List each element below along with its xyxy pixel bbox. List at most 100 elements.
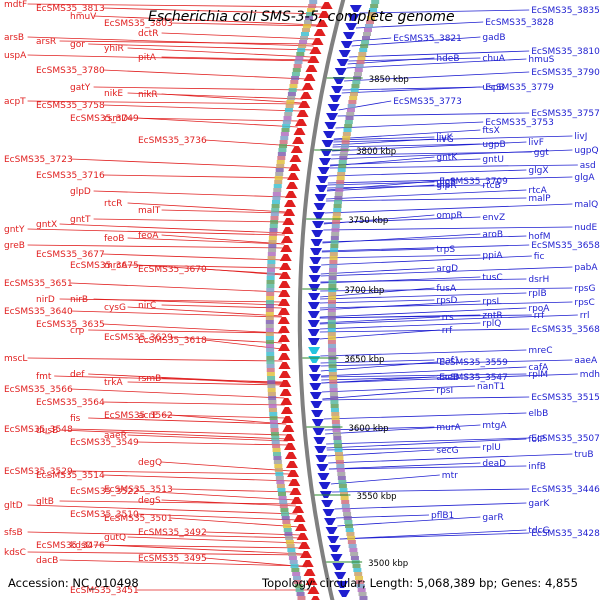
feature-block [271, 436, 280, 440]
gene-connector [70, 310, 282, 318]
gene-connector [59, 40, 315, 45]
left-strand-genes [277, 2, 333, 600]
gene-label: EcSMS35_3670 [138, 265, 207, 275]
gene-label: uspB [482, 83, 504, 93]
gene-arrow [284, 452, 297, 459]
gene-arrow [278, 272, 291, 279]
gene-label: EcSMS35_3629 [104, 333, 173, 343]
feature-block [345, 528, 354, 532]
gene-label: EcSMS35_3635 [36, 320, 105, 330]
kbp-label: 3500 kbp [368, 559, 408, 569]
right-gene-labels: EcSMS35_3835 EcSMS35_3828 gadB EcSMS35_3821… [393, 6, 600, 539]
gene-connector [102, 474, 293, 482]
gene-connector [339, 532, 530, 540]
feature-block [265, 304, 274, 308]
feature-block [268, 404, 277, 408]
gene-label: rsmB [138, 374, 161, 384]
gene-arrow [308, 374, 321, 381]
gene-arrow [284, 200, 296, 207]
gene-arrow [315, 20, 328, 27]
gene-arrow [285, 182, 298, 189]
feature-block [268, 396, 277, 400]
left-gene-connectors [27, 3, 324, 591]
feature-block [275, 172, 284, 176]
gene-arrow [299, 551, 312, 558]
gene-label: chuA [482, 54, 505, 64]
gene-label: hmuS [528, 55, 554, 65]
gene-connector [355, 21, 484, 29]
feature-block [356, 584, 365, 588]
gene-arrow [313, 203, 326, 210]
gene-arrow [307, 302, 320, 309]
gene-connector [27, 531, 302, 539]
gene-label: mtgA [482, 421, 507, 431]
gene-connector [330, 149, 573, 160]
gene-arrow [298, 101, 311, 108]
gene-label: EcSMS35_3757 [531, 109, 600, 119]
feature-block [349, 96, 358, 100]
gene-connector [326, 184, 435, 192]
gene-connector [27, 244, 285, 249]
gene-connector [102, 253, 284, 261]
feature-block [332, 432, 341, 436]
gene-arrow [292, 506, 305, 513]
feature-block [293, 576, 302, 580]
gene-label: EcSMS35_3547 [439, 373, 508, 383]
gene-arrow [278, 290, 291, 297]
feature-block [347, 104, 356, 108]
feature-block [274, 180, 283, 184]
gene-arrow [313, 437, 326, 444]
gene-label: EcSMS35_3522 [70, 487, 139, 497]
gene-label: ugpQ [574, 146, 598, 156]
feature-block [281, 512, 290, 516]
gene-arrow [331, 86, 344, 93]
feature-block [350, 552, 359, 556]
gene-label: pitA [138, 53, 157, 63]
gene-label: rsmD [104, 114, 128, 124]
feature-block [276, 480, 285, 484]
gene-label: truB [574, 450, 593, 460]
gene-label: kdsC [4, 548, 26, 558]
gene-label: fis [70, 414, 81, 424]
gene-connector [88, 329, 282, 334]
feature-block [286, 100, 295, 104]
gene-arrow [305, 578, 318, 585]
gene-connector [346, 58, 527, 69]
feature-block [306, 12, 315, 16]
feature-block [328, 292, 337, 296]
gene-connector [339, 529, 527, 540]
gene-label: pflB1 [431, 511, 454, 521]
gene-arrow [280, 398, 293, 405]
gene-label: envZ [482, 213, 505, 223]
feature-block [339, 488, 348, 492]
feature-block [336, 176, 345, 180]
gene-label: glpR [436, 181, 456, 191]
gene-connector [319, 329, 440, 340]
gene-label: EcSMS35_3548 [4, 425, 73, 435]
gene-arrow [318, 482, 331, 489]
gene-label: EcSMS35_3723 [4, 155, 73, 165]
gene-connector [161, 32, 316, 40]
gene-label: asd [580, 161, 596, 171]
feature-block [350, 556, 359, 560]
gene-label: EcSMS35_3501 [104, 514, 173, 524]
gene-arrow [334, 572, 347, 579]
gene-arrow [277, 308, 290, 315]
gene-arrow [311, 596, 320, 600]
gene-arrow [287, 173, 300, 180]
gene-label: mdh [580, 370, 600, 380]
gene-label: feoA [138, 231, 159, 241]
feature-block [269, 228, 278, 232]
gene-connector [321, 254, 481, 259]
gene-arrow [296, 533, 309, 540]
gene-label: EcSMS35_3716 [36, 171, 105, 181]
feature-block [334, 192, 343, 196]
feature-block [334, 444, 343, 448]
gene-arrow [316, 464, 329, 471]
gene-label: def [70, 370, 85, 380]
feature-block [341, 144, 350, 148]
feature-block [266, 288, 275, 292]
gene-connector [136, 441, 289, 446]
gene-connector [59, 500, 296, 505]
feature-block [363, 28, 372, 32]
